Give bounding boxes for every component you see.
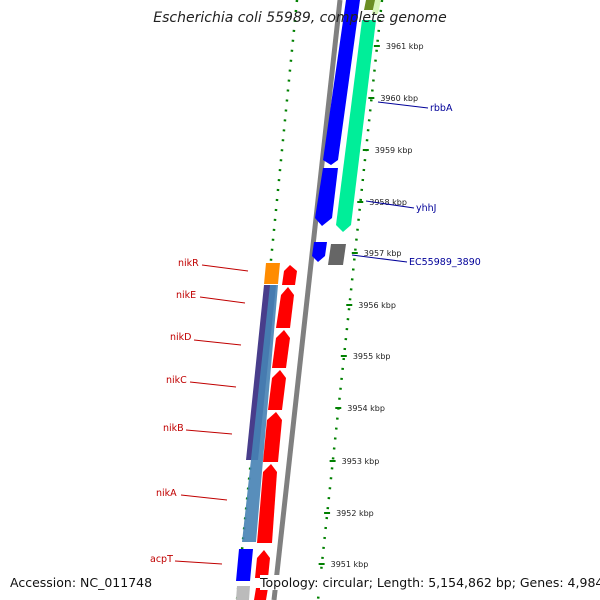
- backbone-ring: [271, 0, 343, 600]
- gene-leader-line: [174, 560, 223, 565]
- kbp-tick-label: 3960 kbp: [380, 94, 418, 103]
- gene-label-nikc: nikC: [166, 375, 187, 386]
- cds-nik-operon-light: [242, 285, 278, 542]
- gene-leader-line: [365, 200, 415, 209]
- kbp-tick-label: 3957 kbp: [364, 249, 402, 258]
- cds-red-6: [257, 464, 277, 543]
- accession-label: Accession: NC_011748: [10, 575, 153, 590]
- gene-leader-line: [201, 264, 249, 272]
- gene-label-ec55989-3890: EC55989_3890: [409, 257, 481, 268]
- gene-label-nikb: nikB: [163, 423, 184, 434]
- cds-blue-small: [312, 242, 327, 262]
- cds-blue-upper: [323, 0, 360, 165]
- cds-nikR: [264, 263, 280, 284]
- cds-red-4: [268, 370, 286, 410]
- kbp-tick-label: 3958 kbp: [369, 198, 407, 207]
- cds-red-8: [254, 588, 268, 600]
- cds-blue-mid: [315, 168, 338, 226]
- cds-gray-small: [328, 244, 346, 265]
- outer-dotted-ring: [316, 0, 384, 600]
- cds-red-1: [282, 265, 297, 285]
- topology-label: Topology: circular; Length: 5,154,862 bp…: [260, 575, 600, 590]
- gene-leader-line: [199, 296, 246, 304]
- kbp-tick-label: 3951 kbp: [331, 560, 369, 569]
- gene-label-acpt: acpT: [150, 554, 173, 565]
- kbp-tick-label: 3959 kbp: [375, 146, 413, 155]
- gene-leader-line: [180, 494, 228, 501]
- cds-red-7: [255, 550, 270, 578]
- gene-leader-line: [377, 101, 429, 109]
- kbp-tick-label: 3956 kbp: [358, 301, 396, 310]
- gene-leader-line: [193, 339, 242, 346]
- gene-label-rbba: rbbA: [430, 103, 453, 114]
- gene-label-nikr: nikR: [178, 258, 199, 269]
- cds-red-5: [263, 412, 282, 462]
- cds-gray-bottom: [236, 586, 250, 600]
- kbp-tick-group: 3961 kbp 3960 kbp 3959 kbp 3958 kbp 3957 kbp…: [318, 42, 424, 569]
- gene-label-nika: nikA: [156, 488, 177, 499]
- right-gene-labels: rbbA yhhJ EC55989_3890: [351, 101, 481, 268]
- kbp-tick-label: 3955 kbp: [353, 352, 391, 361]
- gene-leader-line: [185, 429, 233, 435]
- kbp-tick-label: 3954 kbp: [347, 404, 385, 413]
- gene-label-yhhj: yhhJ: [416, 203, 436, 214]
- left-gene-labels: nikR nikE nikD nikC nikB nikA acpT: [150, 258, 249, 565]
- kbp-tick-label: 3961 kbp: [386, 42, 424, 51]
- gene-label-nike: nikE: [176, 290, 196, 301]
- gene-leader-line: [351, 254, 408, 263]
- cds-rbbA: [336, 20, 376, 232]
- cds-acpT: [236, 549, 253, 581]
- cds-red-3: [272, 330, 290, 368]
- forward-cds-track: [254, 265, 297, 600]
- cds-lightgreen-top: [372, 0, 381, 14]
- gene-leader-line: [189, 381, 237, 388]
- kbp-tick-label: 3952 kbp: [336, 509, 374, 518]
- cds-red-2: [276, 287, 294, 328]
- gene-label-nikd: nikD: [170, 332, 191, 343]
- genome-title: Escherichia coli 55989, complete genome: [153, 10, 447, 26]
- kbp-tick-label: 3953 kbp: [342, 457, 380, 466]
